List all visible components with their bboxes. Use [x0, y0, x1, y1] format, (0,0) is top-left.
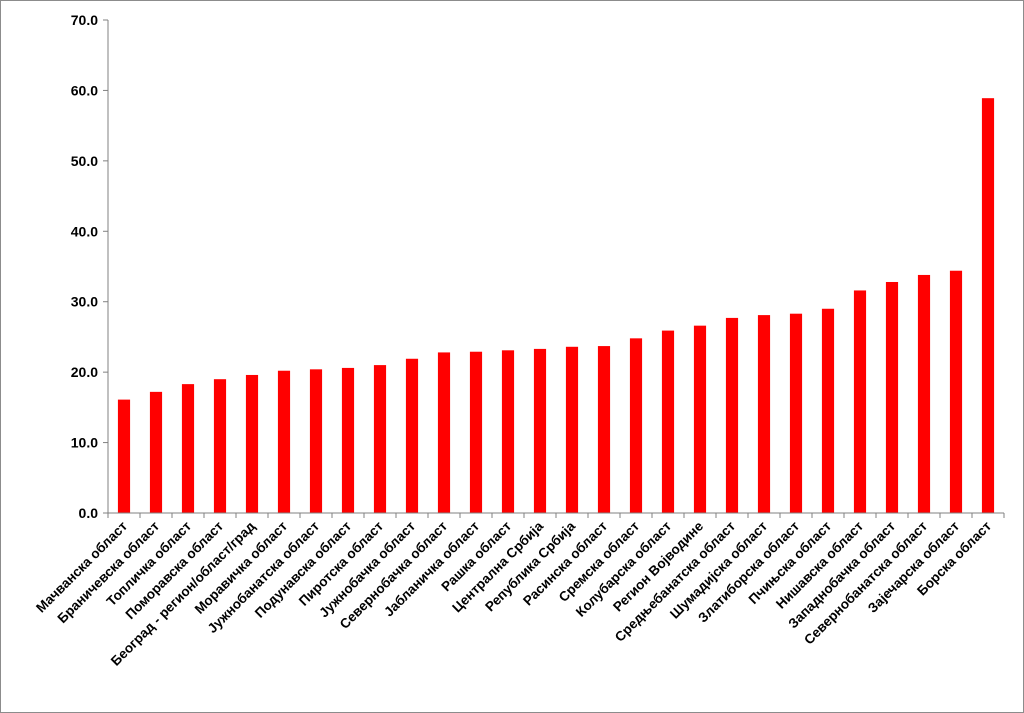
bar — [597, 346, 611, 513]
bar — [117, 399, 131, 513]
bar — [661, 330, 675, 513]
bar — [501, 350, 515, 513]
bar — [853, 290, 867, 513]
bar — [405, 358, 419, 513]
y-axis-ticks: 0.0 10.0 20.0 30.0 40.0 50.0 60.0 70.0 — [71, 12, 1005, 521]
bar — [917, 274, 931, 513]
bar — [629, 338, 643, 513]
bar — [181, 384, 195, 513]
bar — [149, 391, 163, 513]
bar — [725, 317, 739, 513]
bar — [821, 308, 835, 513]
bar — [533, 348, 547, 513]
bar — [341, 367, 355, 513]
bar — [309, 369, 323, 513]
y-tick-label: 50.0 — [71, 153, 98, 169]
y-tick-label: 0.0 — [79, 505, 99, 521]
bar — [437, 352, 451, 513]
bar — [789, 313, 803, 513]
bar — [565, 346, 579, 513]
bar — [373, 365, 387, 513]
y-tick-label: 70.0 — [71, 12, 98, 28]
bar — [213, 379, 227, 513]
bar — [693, 325, 707, 513]
bar — [757, 315, 771, 513]
bar — [469, 351, 483, 513]
y-tick-label: 10.0 — [71, 435, 98, 451]
y-tick-label: 20.0 — [71, 364, 98, 380]
bar — [277, 370, 291, 513]
y-tick-label: 60.0 — [71, 82, 98, 98]
y-tick-label: 40.0 — [71, 223, 98, 239]
bar — [245, 374, 259, 513]
bars — [117, 98, 995, 514]
y-tick-label: 30.0 — [71, 294, 98, 310]
bar — [885, 281, 899, 513]
bar — [981, 98, 995, 514]
bar — [949, 270, 963, 513]
axes — [107, 20, 1004, 514]
